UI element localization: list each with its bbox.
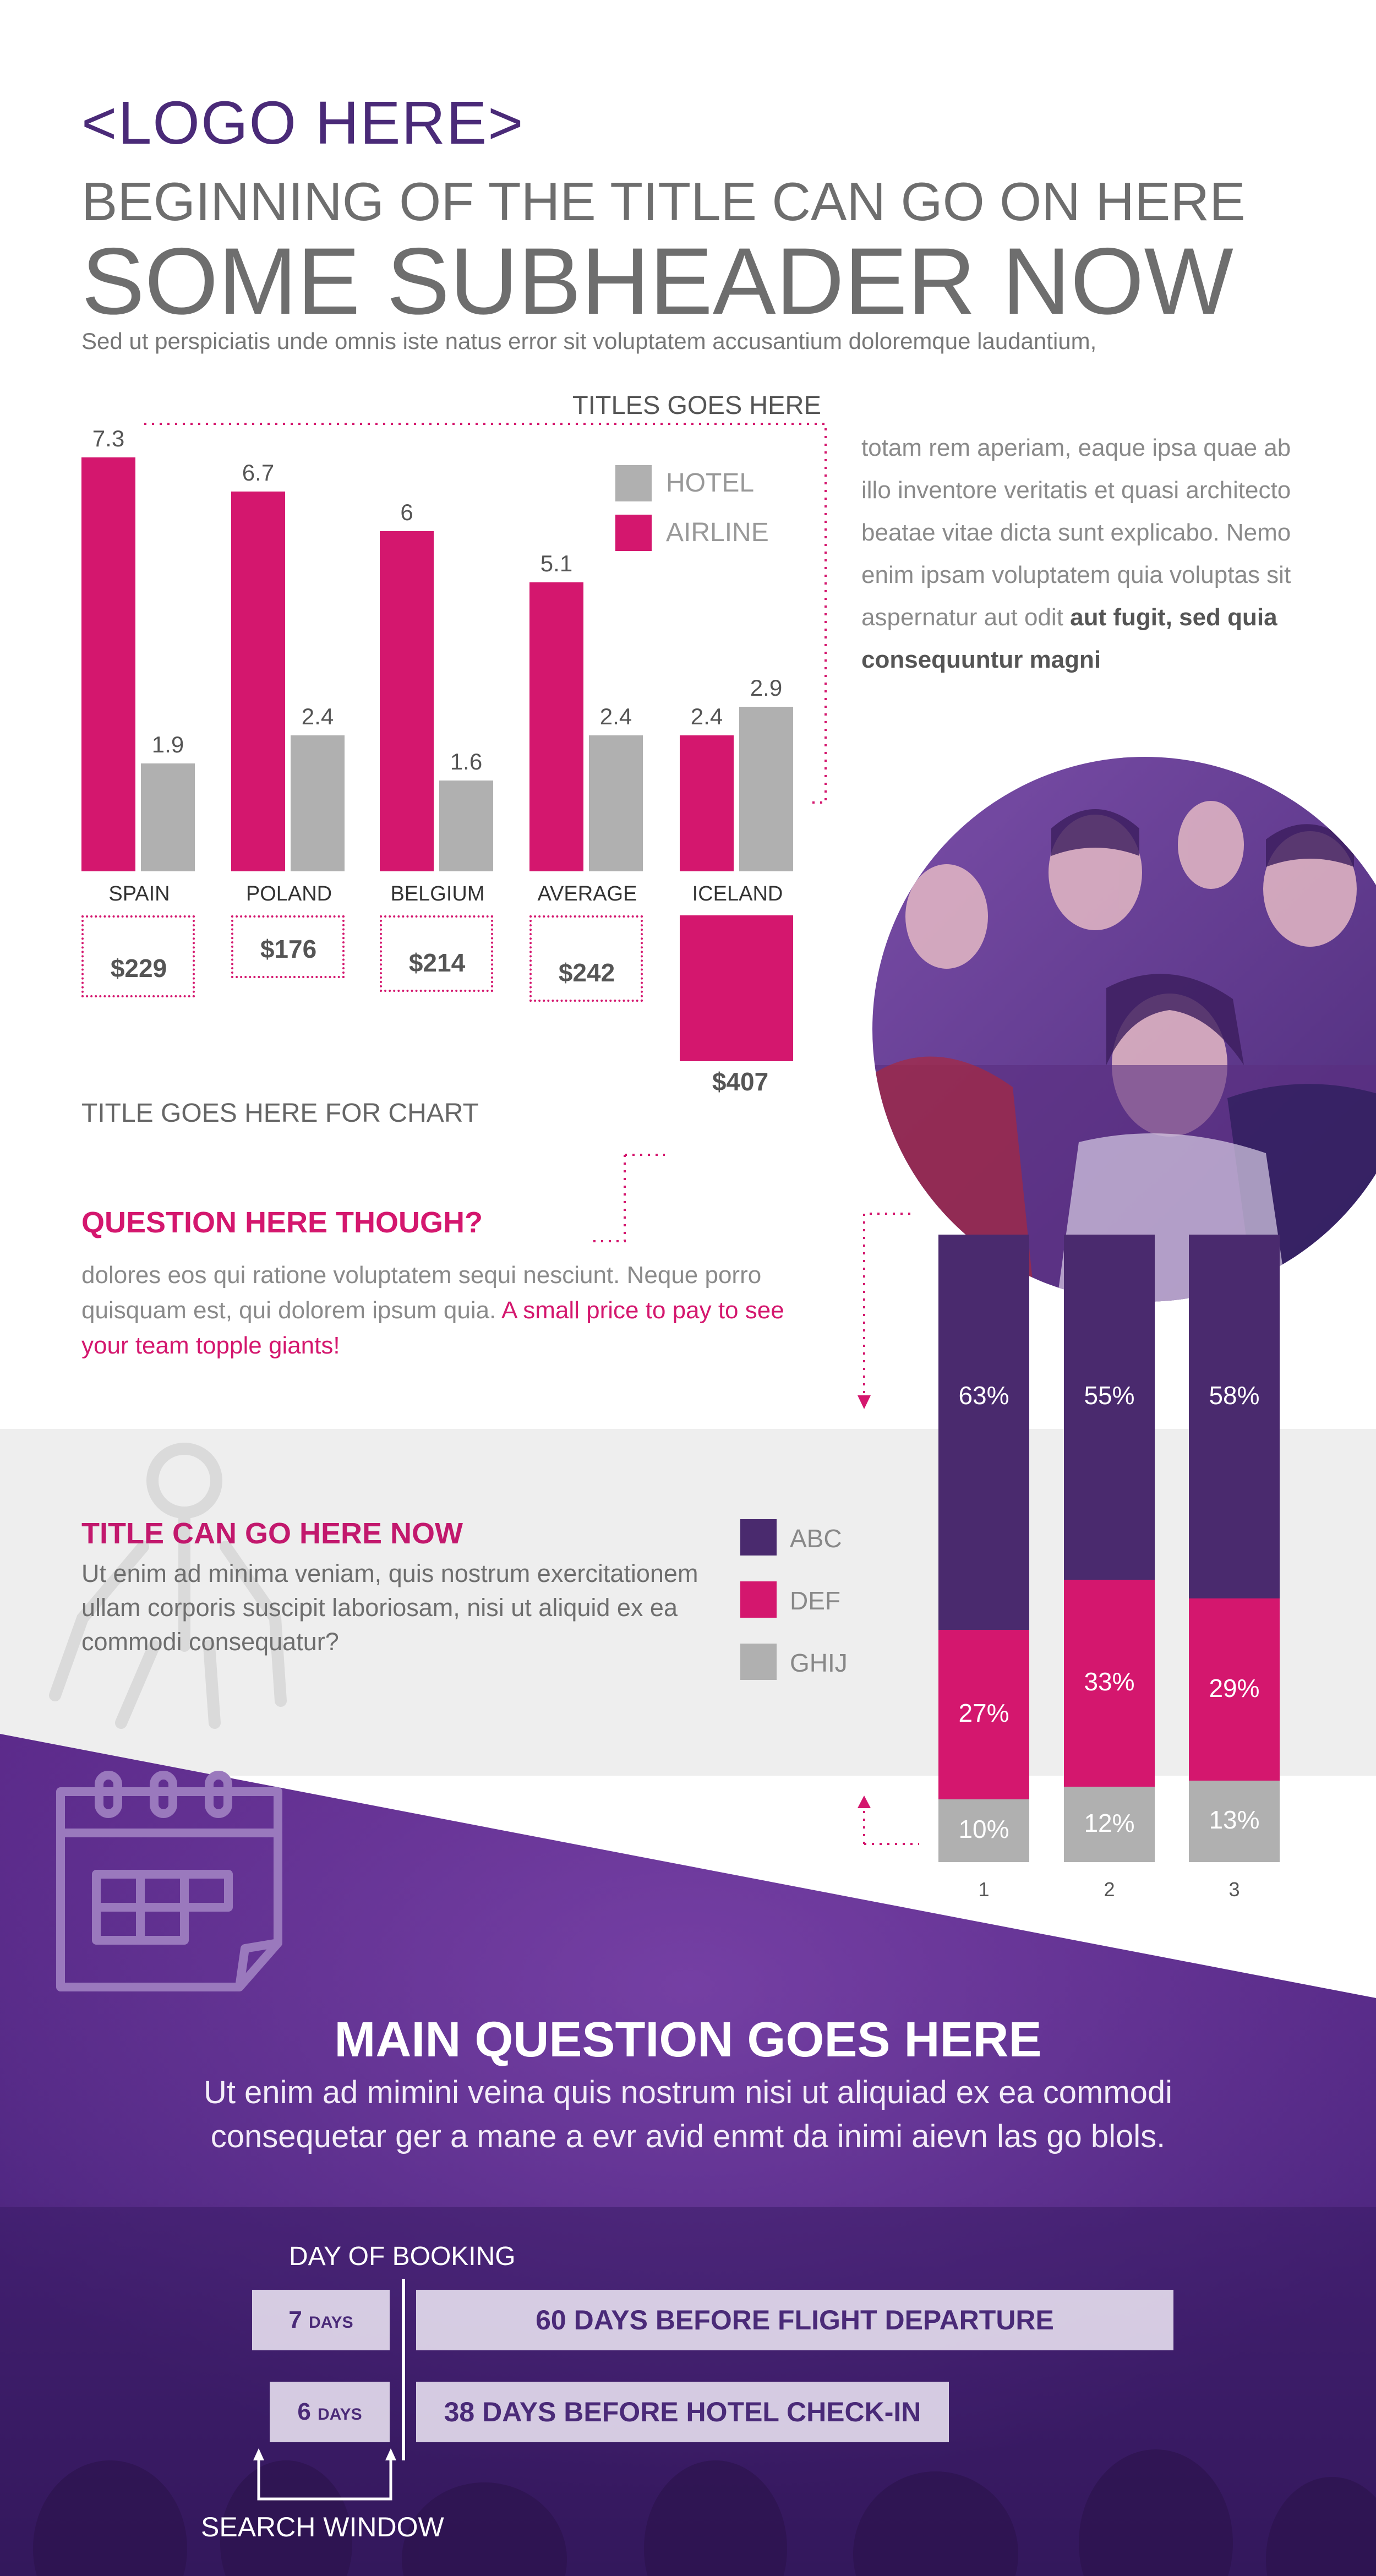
legend-swatch-abc — [740, 1519, 777, 1556]
bar-airline-average — [529, 582, 583, 871]
legend-label-airline: AIRLINE — [666, 518, 769, 547]
bar-hotel-iceland — [739, 707, 793, 871]
category-label: SPAIN — [108, 882, 170, 905]
price-label: $407 — [712, 1067, 769, 1096]
band-title: TITLE CAN GO HERE NOW — [81, 1517, 463, 1550]
price-box — [529, 915, 643, 1002]
stack-seg-ghij-2 — [1064, 1787, 1155, 1862]
bar-value-label: 2.4 — [599, 703, 632, 729]
price-bar-highlight — [680, 915, 793, 1061]
stack-arrow — [858, 1795, 919, 1845]
bar-value-label: 7.3 — [92, 425, 125, 452]
x-axis-label: 2 — [1104, 1878, 1115, 1901]
hotel-checkin-pill: 38 DAYS BEFORE HOTEL CHECK-IN — [416, 2382, 949, 2442]
legend-label-ghij: GHIJ — [790, 1649, 848, 1677]
days-pill-1: 7 DAYS — [252, 2290, 390, 2350]
stack-seg-abc-3 — [1189, 1235, 1280, 1599]
category-label: AVERAGE — [537, 882, 637, 905]
price-label: $242 — [558, 958, 615, 987]
stack-seg-ghij-3 — [1189, 1780, 1280, 1862]
page-subheader: SOME SUBHEADER NOW — [81, 228, 1233, 334]
segment-value-label: 13% — [1209, 1805, 1260, 1834]
search-window-label: SEARCH WINDOW — [201, 2512, 444, 2542]
bar-value-label: 2.4 — [690, 703, 723, 729]
bar-hotel-spain — [141, 763, 195, 871]
bar-value-label: 1.6 — [450, 749, 483, 775]
segment-value-label: 12% — [1084, 1808, 1135, 1837]
stack-seg-def-3 — [1189, 1598, 1280, 1781]
bar-hotel-poland — [291, 735, 345, 871]
category-label: BELGIUM — [390, 882, 485, 905]
bar-value-label: 2.4 — [301, 703, 334, 729]
bar-hotel-average — [589, 735, 643, 871]
legend-label-abc: ABC — [790, 1524, 842, 1553]
price-box — [231, 915, 345, 979]
stack-seg-abc-1 — [938, 1235, 1029, 1630]
booking-divider — [402, 2279, 405, 2460]
stack-seg-abc-2 — [1064, 1235, 1155, 1580]
price-box — [380, 915, 493, 992]
bar-airline-spain — [81, 457, 135, 871]
price-label: $176 — [260, 935, 317, 964]
bar-value-label: 1.9 — [151, 732, 184, 758]
crowd-photo — [872, 757, 1376, 1302]
band-text: Ut enim ad minima veniam, quis nostrum e… — [81, 1559, 698, 1656]
segment-value-label: 55% — [1084, 1381, 1135, 1410]
question-heading: QUESTION HERE THOUGH? — [81, 1206, 483, 1239]
bar-airline-poland — [231, 491, 285, 871]
x-axis-label: 3 — [1228, 1878, 1240, 1901]
stack-seg-ghij-1 — [938, 1799, 1029, 1862]
legend-label-hotel: HOTEL — [666, 468, 755, 498]
bar-hotel-belgium — [439, 781, 493, 871]
person-icon — [49, 1443, 287, 1729]
segment-value-label: 10% — [958, 1815, 1009, 1843]
page-title: BEGINNING OF THE TITLE CAN GO ON HERE — [81, 171, 1246, 232]
days-pill-2: 6 DAYS — [270, 2382, 390, 2442]
segment-value-label: 29% — [1209, 1673, 1260, 1702]
legend-swatch-airline — [615, 515, 652, 551]
price-label: $229 — [110, 953, 167, 983]
bar-airline-iceland — [680, 735, 734, 871]
bar-value-label: 2.9 — [750, 675, 783, 701]
legend-swatch-def — [740, 1581, 777, 1618]
logo-text: <LOGO HERE> — [81, 89, 525, 157]
stack-seg-def-1 — [938, 1630, 1029, 1799]
bar-value-label: 6.7 — [242, 459, 275, 485]
intro-text: Sed ut perspiciatis unde omnis iste natu… — [81, 328, 1097, 354]
segment-value-label: 63% — [958, 1381, 1009, 1410]
price-box — [81, 915, 195, 997]
legend-label-def: DEF — [790, 1586, 840, 1615]
category-label: POLAND — [245, 882, 332, 905]
side-paragraph: totam rem aperiam, eaque ipsa quae ab il… — [861, 434, 1291, 673]
x-axis-label: 1 — [978, 1878, 990, 1901]
category-label: ICELAND — [692, 882, 783, 905]
bar-value-label: 5.1 — [540, 550, 573, 576]
calendar-icon — [56, 1771, 282, 1991]
bar-value-label: 6 — [400, 499, 413, 525]
search-window-bracket — [253, 2448, 396, 2501]
chart-frame-lines — [144, 423, 914, 1409]
price-chart-title: TITLE GOES HERE FOR CHART — [81, 1099, 479, 1128]
segment-value-label: 27% — [958, 1699, 1009, 1728]
price-label: $214 — [408, 948, 466, 978]
day-of-booking-label: DAY OF BOOKING — [289, 2242, 516, 2271]
bar-airline-belgium — [380, 531, 434, 871]
stack-seg-def-2 — [1064, 1580, 1155, 1787]
segment-value-label: 58% — [1209, 1381, 1260, 1410]
legend-swatch-ghij — [740, 1644, 777, 1680]
main-question: MAIN QUESTION GOES HERE — [334, 2012, 1042, 2067]
legend-swatch-hotel — [615, 465, 652, 501]
segment-value-label: 33% — [1084, 1667, 1135, 1696]
flight-departure-pill: 60 DAYS BEFORE FLIGHT DEPARTURE — [416, 2290, 1173, 2350]
crowd-background — [0, 1734, 1376, 2576]
question-body: dolores eos qui ratione voluptatem sequi… — [81, 1262, 784, 1359]
bar-chart-title: TITLES GOES HERE — [572, 390, 821, 419]
main-question-body: Ut enim ad mimini veina quis nostrum nis… — [203, 2075, 1173, 2154]
